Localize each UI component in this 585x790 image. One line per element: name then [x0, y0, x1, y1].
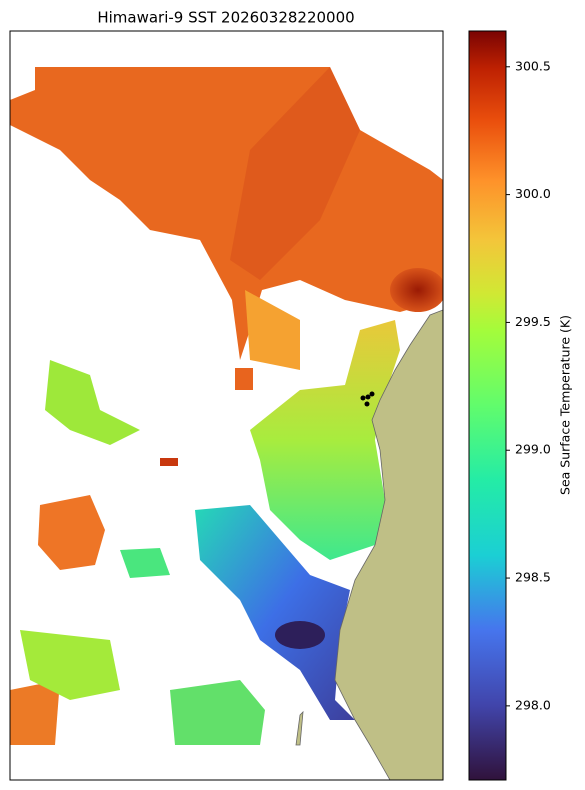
colorbar-tick-label: 298.5: [515, 570, 551, 585]
map-title: Himawari-9 SST 20260328220000: [97, 9, 354, 27]
colorbar-tick-label: 298.0: [515, 697, 551, 712]
map-frame: [9, 30, 444, 781]
colorbar-tick-label: 299.0: [515, 442, 551, 457]
station-markers: [360, 391, 375, 407]
sst-field: [10, 67, 443, 780]
colorbar-label: Sea Surface Temperature (K): [558, 315, 573, 495]
land: [334, 309, 443, 780]
colorbar-tick-label: 300.5: [515, 58, 551, 73]
colorbar-tick-label: 299.5: [515, 314, 551, 329]
colorbar-tick-label: 300.0: [515, 186, 551, 201]
colorbar: [468, 30, 507, 781]
